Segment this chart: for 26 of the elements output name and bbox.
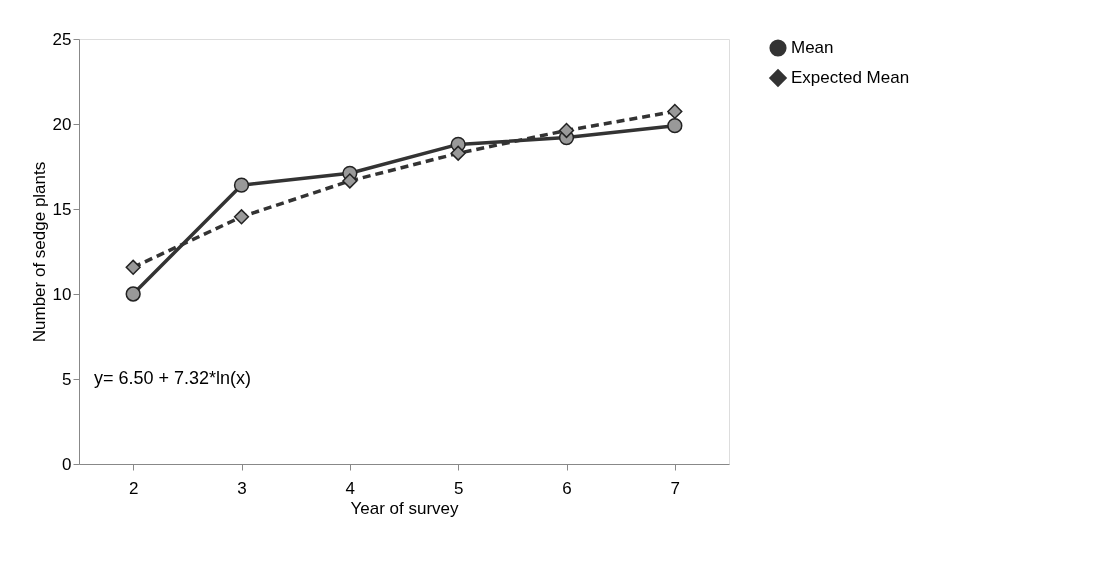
y-tick-label: 15	[52, 199, 72, 219]
point	[233, 177, 250, 193]
point	[125, 259, 141, 275]
point	[450, 145, 466, 161]
point	[125, 286, 141, 302]
y-tick-label: 20	[52, 114, 72, 134]
y-tick-label: 0	[62, 454, 72, 474]
x-tick-label: 5	[453, 478, 464, 498]
x-tick-label: 6	[562, 478, 572, 498]
point	[233, 209, 250, 225]
point	[342, 173, 358, 189]
point	[558, 122, 575, 139]
x-tick-label: 4	[345, 478, 356, 498]
point	[667, 118, 683, 134]
annotation: y= 6.50 + 7.32*ln(x)	[94, 368, 252, 388]
y-tick-label: 25	[52, 29, 72, 49]
x-tick-label: 3	[237, 478, 247, 498]
y-tick-label: 5	[62, 369, 72, 389]
x-tick-label: 7	[670, 478, 681, 498]
legend-label: Expected Mean	[791, 68, 910, 87]
y-tick-label: 10	[52, 284, 72, 304]
x-tick-label: 2	[128, 478, 139, 498]
y-axis-title: Number of sedge plants	[29, 161, 49, 343]
legend-label: Mean	[791, 38, 834, 57]
x-axis-title: Year of survey	[350, 498, 460, 518]
point	[667, 103, 683, 120]
